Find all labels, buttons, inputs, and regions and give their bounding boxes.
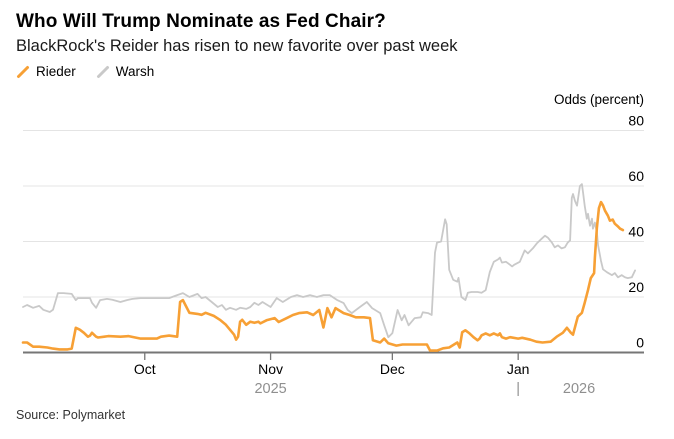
y-tick-label: 0 [636, 335, 644, 351]
y-tick-label: 60 [628, 168, 644, 184]
y-tick-label: 40 [628, 224, 644, 240]
legend-label-rieder: Rieder [36, 64, 76, 79]
x-tick-label: Jan [507, 361, 530, 377]
rieder-line [21, 200, 625, 352]
year-label: | [516, 381, 520, 397]
x-tick-label: Dec [380, 361, 405, 377]
legend-item-warsh: Warsh [96, 64, 155, 79]
warsh-line [22, 183, 636, 339]
warsh-line-swatch-icon [96, 65, 109, 78]
x-tick-label: Oct [134, 361, 156, 377]
page-title: Who Will Trump Nominate as Fed Chair? [16, 11, 386, 32]
y-tick-label: 20 [628, 279, 644, 295]
chart-subtitle: BlackRock's Reider has risen to new favo… [16, 37, 458, 55]
x-tick-label: Nov [258, 361, 283, 377]
source-note: Source: Polymarket [16, 408, 126, 422]
year-label: 2026 [563, 381, 595, 397]
legend: Rieder Warsh [16, 64, 154, 79]
year-label: 2025 [254, 381, 286, 397]
y-tick-label: 80 [628, 113, 644, 129]
rieder-line-swatch-icon [17, 65, 29, 78]
y-axis-title: Odds (percent) [553, 92, 644, 107]
legend-item-rieder: Rieder [16, 64, 76, 79]
legend-label-warsh: Warsh [115, 64, 155, 79]
